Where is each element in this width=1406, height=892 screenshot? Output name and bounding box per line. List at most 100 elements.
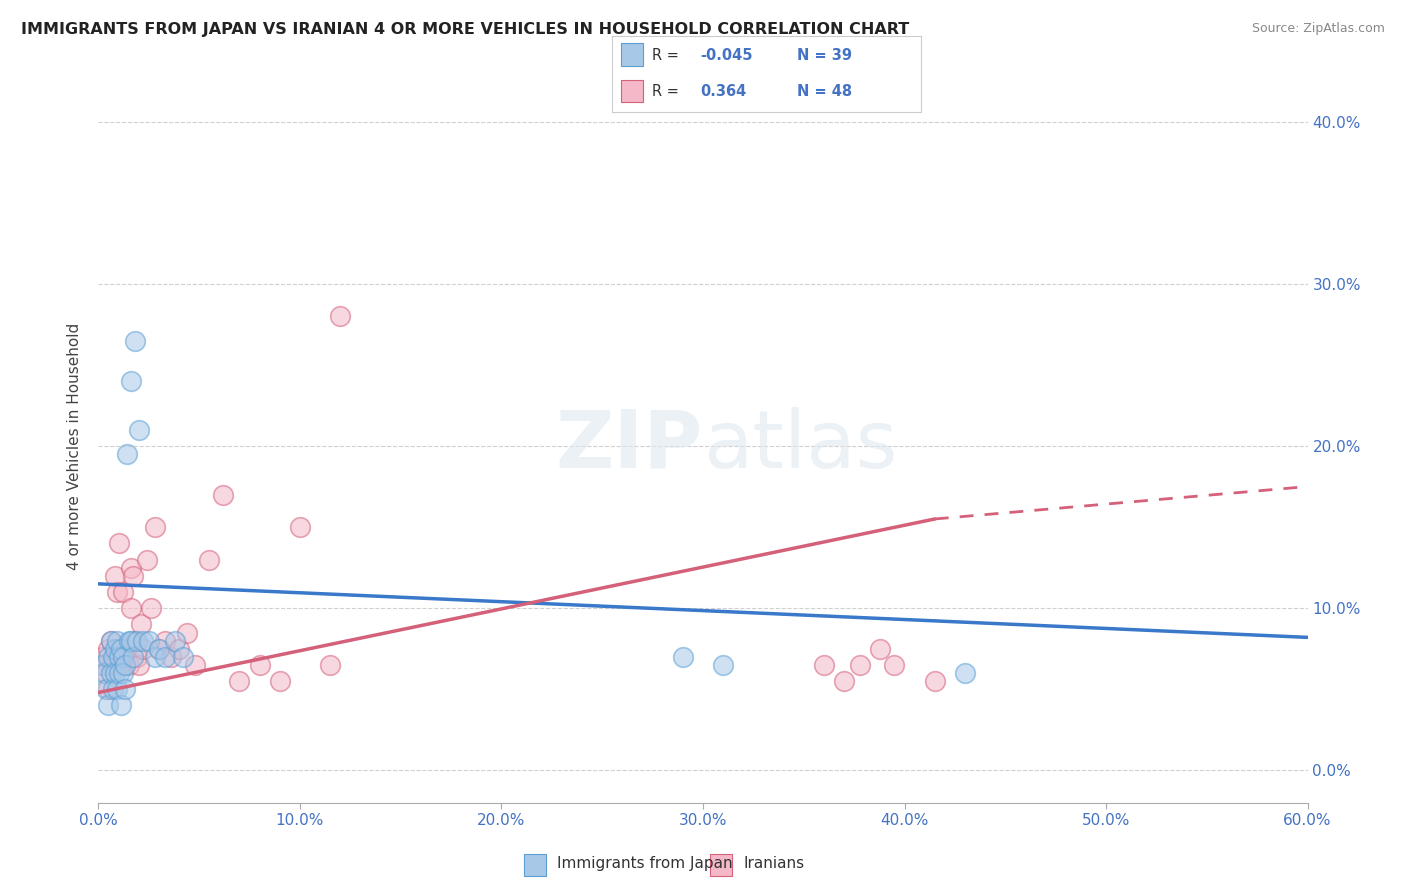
Point bbox=[153, 633, 176, 648]
Point bbox=[143, 649, 166, 664]
Text: Immigrants from Japan: Immigrants from Japan bbox=[557, 855, 733, 871]
Point bbox=[288, 520, 311, 534]
Point bbox=[93, 666, 115, 681]
Point bbox=[91, 657, 114, 672]
Point bbox=[125, 633, 148, 648]
Point bbox=[114, 682, 136, 697]
Point bbox=[111, 585, 134, 599]
Point bbox=[319, 657, 342, 672]
Point bbox=[107, 649, 129, 664]
Point bbox=[167, 641, 190, 656]
Point bbox=[115, 641, 138, 656]
Text: N = 48: N = 48 bbox=[797, 84, 852, 98]
Point bbox=[105, 585, 128, 599]
Point bbox=[97, 641, 120, 656]
Point bbox=[101, 649, 124, 664]
Point bbox=[105, 633, 128, 648]
Text: atlas: atlas bbox=[703, 407, 897, 485]
Point bbox=[114, 657, 136, 672]
Point bbox=[105, 682, 128, 697]
Point bbox=[125, 649, 148, 664]
Point bbox=[269, 674, 291, 689]
Point bbox=[128, 657, 150, 672]
Point bbox=[249, 657, 271, 672]
Point bbox=[813, 657, 835, 672]
Point bbox=[832, 674, 855, 689]
Point bbox=[160, 649, 183, 664]
FancyBboxPatch shape bbox=[621, 79, 643, 103]
Point bbox=[101, 682, 124, 697]
Point bbox=[111, 649, 134, 664]
Point bbox=[103, 568, 125, 582]
Point bbox=[228, 674, 250, 689]
Point bbox=[849, 657, 872, 672]
Point bbox=[924, 674, 946, 689]
Point bbox=[135, 552, 157, 566]
Point bbox=[153, 649, 176, 664]
Point bbox=[97, 649, 120, 664]
Point bbox=[212, 488, 235, 502]
FancyBboxPatch shape bbox=[621, 44, 643, 66]
Text: R =: R = bbox=[652, 48, 683, 63]
Point bbox=[184, 657, 207, 672]
Point bbox=[120, 601, 142, 615]
Point bbox=[132, 641, 155, 656]
Point bbox=[672, 649, 695, 664]
Text: R =: R = bbox=[652, 84, 683, 98]
Point bbox=[100, 633, 122, 648]
Point bbox=[329, 310, 352, 324]
Point bbox=[172, 649, 194, 664]
Point bbox=[198, 552, 221, 566]
Point bbox=[711, 657, 734, 672]
Point bbox=[129, 617, 152, 632]
Point bbox=[107, 641, 129, 656]
Point bbox=[101, 657, 124, 672]
Text: 0.364: 0.364 bbox=[700, 84, 747, 98]
Point bbox=[148, 641, 170, 656]
Point bbox=[107, 536, 129, 550]
Point bbox=[97, 698, 120, 713]
Point bbox=[115, 447, 138, 461]
Text: IMMIGRANTS FROM JAPAN VS IRANIAN 4 OR MORE VEHICLES IN HOUSEHOLD CORRELATION CHA: IMMIGRANTS FROM JAPAN VS IRANIAN 4 OR MO… bbox=[21, 22, 910, 37]
Point bbox=[120, 560, 142, 574]
Point bbox=[93, 657, 115, 672]
Point bbox=[138, 633, 160, 648]
Point bbox=[103, 666, 125, 681]
Point bbox=[96, 682, 118, 697]
Point bbox=[107, 666, 129, 681]
Point bbox=[869, 641, 891, 656]
Point bbox=[148, 641, 170, 656]
Point bbox=[176, 625, 198, 640]
Point bbox=[132, 633, 155, 648]
Text: Iranians: Iranians bbox=[744, 855, 804, 871]
Point bbox=[110, 698, 132, 713]
Point bbox=[143, 520, 166, 534]
Y-axis label: 4 or more Vehicles in Household: 4 or more Vehicles in Household bbox=[67, 322, 83, 570]
Point bbox=[96, 666, 118, 681]
Point bbox=[118, 633, 141, 648]
Text: N = 39: N = 39 bbox=[797, 48, 852, 63]
Point bbox=[100, 666, 122, 681]
Point bbox=[121, 568, 143, 582]
Point bbox=[120, 633, 142, 648]
Point bbox=[100, 633, 122, 648]
FancyBboxPatch shape bbox=[524, 854, 546, 876]
Point bbox=[91, 649, 114, 664]
Point bbox=[97, 682, 120, 697]
Text: ZIP: ZIP bbox=[555, 407, 703, 485]
Point bbox=[953, 666, 976, 681]
Point bbox=[124, 633, 146, 648]
Point bbox=[120, 374, 142, 388]
Point bbox=[124, 334, 146, 348]
Point bbox=[103, 649, 125, 664]
Point bbox=[128, 423, 150, 437]
Point bbox=[110, 641, 132, 656]
Text: Source: ZipAtlas.com: Source: ZipAtlas.com bbox=[1251, 22, 1385, 36]
Point bbox=[163, 633, 186, 648]
Point bbox=[118, 657, 141, 672]
FancyBboxPatch shape bbox=[710, 854, 733, 876]
Point bbox=[111, 666, 134, 681]
Point bbox=[103, 641, 125, 656]
Point bbox=[110, 657, 132, 672]
Point bbox=[883, 657, 905, 672]
